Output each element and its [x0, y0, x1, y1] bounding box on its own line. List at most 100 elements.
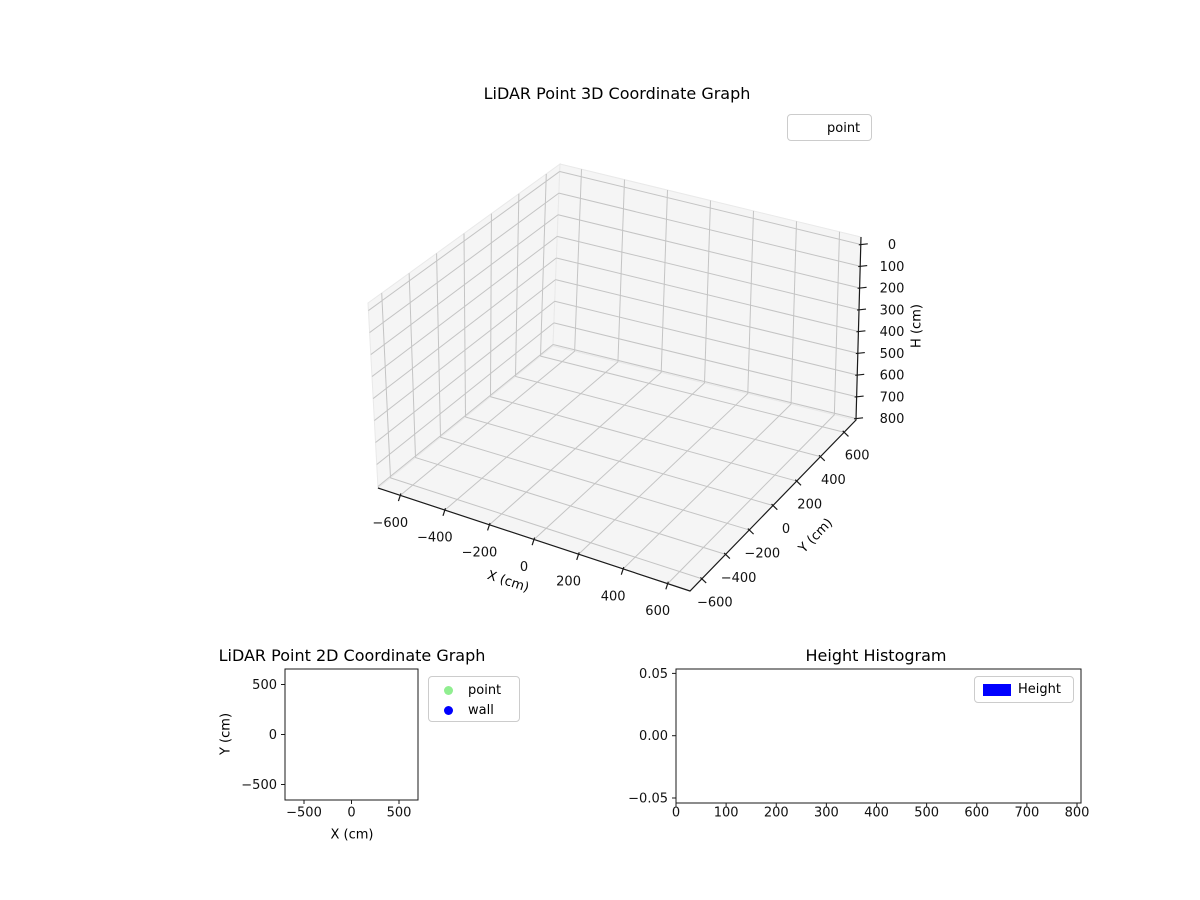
tick-mark-3d — [665, 581, 669, 590]
grid-line — [490, 396, 797, 482]
height-swatch-icon — [983, 683, 1011, 696]
grid-line — [374, 279, 556, 421]
tick-mark-3d — [723, 552, 731, 559]
plot2d-legend: point wall — [428, 676, 520, 722]
tick-mark-3d — [699, 576, 707, 584]
grid-line — [515, 193, 520, 377]
grid-line — [790, 221, 797, 405]
y-tick-label-3d: 600 — [845, 449, 870, 464]
point-marker-icon — [443, 685, 453, 695]
tick-mark-3d — [855, 373, 865, 376]
legend2d-point-label: point — [468, 682, 502, 698]
z-tick-label-3d: 300 — [880, 303, 905, 318]
tick-mark-3d — [531, 537, 536, 546]
y-tick-label-hist: −0.05 — [628, 792, 668, 807]
grid-line — [436, 253, 441, 438]
tick-mark-3d — [854, 395, 864, 398]
grid-line — [370, 214, 559, 355]
hist-legend: Height — [974, 676, 1074, 703]
tick-mark-3d — [857, 286, 867, 289]
x-tick-label-hist: 600 — [964, 806, 989, 821]
x-tick-label-3d: −400 — [417, 531, 453, 546]
hist-title: Height Histogram — [805, 646, 947, 665]
z-tick-label-3d: 600 — [880, 369, 905, 384]
x-tick-label-hist: 100 — [714, 806, 739, 821]
legend2d-wall-label: wall — [468, 702, 494, 718]
legend2d-item-point: point — [435, 680, 511, 700]
y-tick-label-3d: −400 — [721, 571, 757, 586]
plot2d-axes-box — [284, 668, 419, 801]
tick-mark-3d — [486, 522, 491, 531]
tick-mark-3d — [855, 351, 865, 355]
tick-mark-3d — [794, 479, 802, 486]
tick-mark-3d — [397, 493, 402, 502]
tick-mark-3d — [771, 503, 778, 511]
x-tick-label-hist: 700 — [1014, 806, 1039, 821]
plot3d-title: LiDAR Point 3D Coordinate Graph — [483, 84, 751, 103]
grid-line — [558, 192, 861, 267]
grid-line — [377, 344, 554, 487]
tick-mark-3d — [747, 528, 755, 535]
grid-line — [415, 457, 726, 555]
z-tick-label-3d: 500 — [880, 347, 905, 362]
grid-line — [574, 169, 582, 352]
x-tick-label-3d: 0 — [520, 560, 528, 575]
grid-line — [553, 322, 857, 398]
tick-mark-3d — [856, 330, 866, 333]
z-tick-label-3d: 800 — [880, 412, 905, 427]
x-tick-label-3d: 200 — [556, 575, 581, 590]
grid-line — [540, 355, 845, 433]
y-tick-label-3d: −200 — [744, 546, 780, 561]
x-tick-label-hist: 500 — [914, 806, 939, 821]
grid-line — [376, 322, 555, 465]
grid-line — [556, 257, 859, 333]
y-tick-label-3d: −600 — [697, 595, 733, 610]
grid-line — [554, 300, 858, 376]
x-tick-label-3d: −600 — [372, 516, 408, 531]
grid-line — [369, 192, 560, 333]
x-tick-label-3d: 400 — [601, 589, 626, 604]
x-tick-label-3d: 600 — [645, 604, 670, 619]
x-tick-label-hist: 300 — [814, 806, 839, 821]
point-marker-slot — [435, 685, 461, 695]
z-tick-label-3d: 700 — [880, 390, 905, 405]
grid-line — [617, 179, 625, 362]
legend2d-item-wall: wall — [435, 700, 511, 720]
y-tick-label-hist: 0.00 — [639, 729, 668, 744]
y-tick-label-2d: 500 — [252, 678, 277, 693]
tick-mark-3d — [842, 430, 849, 437]
grid-line — [833, 231, 840, 415]
tick-mark-3d — [858, 243, 868, 246]
wall-marker-slot — [435, 705, 461, 715]
z-axis-label-3d: H (cm) — [909, 304, 925, 348]
y-tick-label-hist: 0.05 — [639, 667, 668, 682]
y-tick-label-3d: 400 — [821, 473, 846, 488]
y-axis-label-2d: Y (cm) — [218, 712, 234, 756]
grid-line — [490, 213, 492, 397]
legend3d-item-point: point — [794, 118, 862, 138]
wall-marker-icon — [443, 705, 453, 715]
tick-mark-3d — [853, 417, 864, 420]
x-tick-label-2d: 0 — [347, 806, 355, 821]
z-tick-label-3d: 100 — [880, 260, 905, 275]
z-tick-label-3d: 400 — [880, 325, 905, 340]
grid-line — [371, 235, 558, 377]
grid-line — [372, 257, 557, 399]
grid-line — [381, 293, 391, 478]
grid-line — [704, 200, 711, 384]
x-tick-label-3d: −200 — [462, 545, 498, 560]
x-tick-label-hist: 0 — [672, 806, 680, 821]
grid-line — [408, 273, 416, 458]
tick-mark-3d — [576, 552, 580, 561]
grid-line — [559, 170, 861, 245]
grid-line — [440, 436, 750, 531]
x-tick-label-hist: 400 — [864, 806, 889, 821]
plot2d-title: LiDAR Point 2D Coordinate Graph — [218, 646, 486, 665]
grid-line — [555, 279, 858, 354]
tick-mark-3d — [856, 308, 867, 311]
z-tick-label-3d: 0 — [888, 238, 896, 253]
grid-line — [557, 214, 860, 289]
x-axis-label-2d: X (cm) — [330, 827, 374, 843]
